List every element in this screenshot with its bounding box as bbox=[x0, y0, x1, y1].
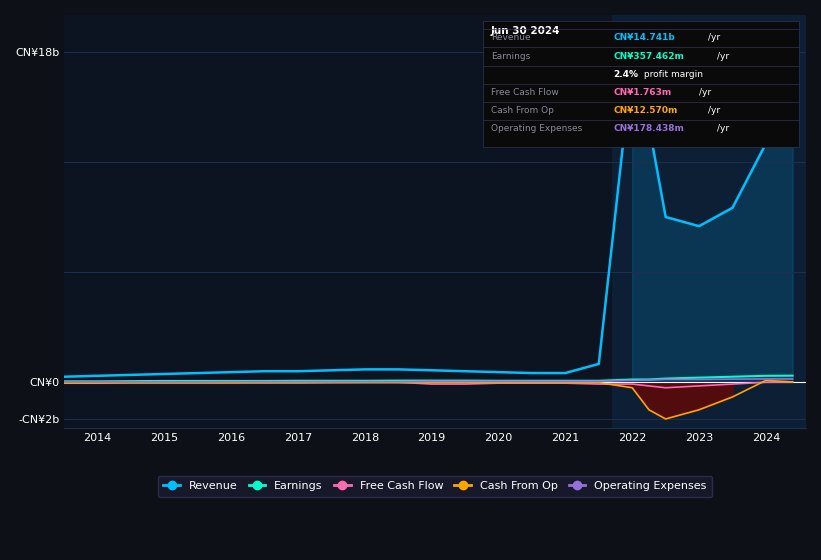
Legend: Revenue, Earnings, Free Cash Flow, Cash From Op, Operating Expenses: Revenue, Earnings, Free Cash Flow, Cash … bbox=[158, 476, 713, 497]
Text: CN¥357.462m: CN¥357.462m bbox=[613, 52, 684, 60]
Text: /yr: /yr bbox=[717, 52, 729, 60]
Text: Jun 30 2024: Jun 30 2024 bbox=[491, 26, 560, 36]
Text: /yr: /yr bbox=[717, 124, 729, 133]
Text: CN¥12.570m: CN¥12.570m bbox=[613, 106, 677, 115]
Text: CN¥14.741b: CN¥14.741b bbox=[613, 34, 675, 43]
Text: Earnings: Earnings bbox=[491, 52, 530, 60]
FancyBboxPatch shape bbox=[484, 21, 799, 147]
Text: /yr: /yr bbox=[708, 106, 720, 115]
Text: Free Cash Flow: Free Cash Flow bbox=[491, 88, 558, 97]
Text: profit margin: profit margin bbox=[641, 70, 704, 79]
Bar bbox=[612, 15, 806, 428]
Text: Revenue: Revenue bbox=[491, 34, 530, 43]
Text: CN¥1.763m: CN¥1.763m bbox=[613, 88, 672, 97]
Text: 2.4%: 2.4% bbox=[613, 70, 638, 79]
Text: /yr: /yr bbox=[699, 88, 711, 97]
Text: Cash From Op: Cash From Op bbox=[491, 106, 553, 115]
Text: CN¥178.438m: CN¥178.438m bbox=[613, 124, 684, 133]
Text: Operating Expenses: Operating Expenses bbox=[491, 124, 582, 133]
Text: /yr: /yr bbox=[708, 34, 720, 43]
